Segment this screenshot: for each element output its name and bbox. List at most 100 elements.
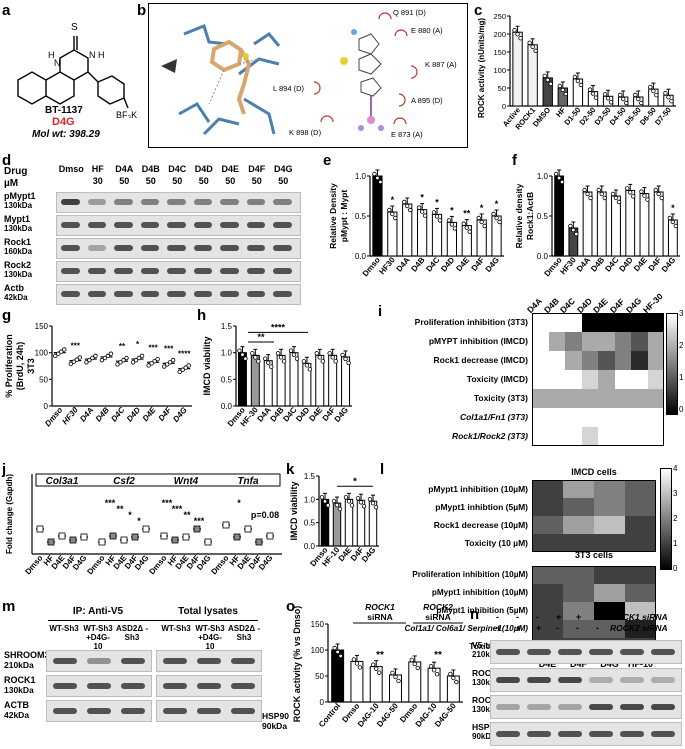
lane-label: HF xyxy=(91,164,104,174)
data-point xyxy=(105,353,111,359)
heat-cell xyxy=(563,498,594,516)
data-point xyxy=(654,92,659,98)
blot-band xyxy=(61,222,80,228)
panel-letter-k: k xyxy=(286,461,295,478)
y-tick-label: 0 xyxy=(502,102,506,111)
lane-conc: 50 xyxy=(145,176,156,186)
data-point xyxy=(553,171,559,177)
lane-conc: 50 xyxy=(225,176,236,186)
blot-strip-lysate xyxy=(156,675,262,697)
data-point xyxy=(446,218,452,223)
blot-band xyxy=(140,268,159,274)
data-point xyxy=(464,225,469,230)
data-point xyxy=(582,187,587,193)
y-tick-label: 0.5 xyxy=(221,375,233,384)
blot-band xyxy=(589,677,613,683)
heat-row-label: pMypt1 inhibition (5µM) xyxy=(436,606,528,615)
data-point xyxy=(291,352,297,357)
residue-l894: L 894 (D) xyxy=(273,84,304,93)
y-tick-label: 100 xyxy=(35,349,49,358)
heat-cell xyxy=(532,370,549,389)
data-point xyxy=(222,521,230,529)
x-tick-label: D4B xyxy=(409,255,426,273)
lane-label: ASD2Δ -Sh3 xyxy=(116,624,148,642)
significance: * xyxy=(450,205,454,215)
chart-rock1-density: 0.00.51.0DmsoHF30D4AD4BD4CD4DD4ED4FD4G*R… xyxy=(514,169,680,278)
data-point xyxy=(108,351,114,356)
data-point xyxy=(164,362,170,367)
data-point xyxy=(574,231,579,237)
heat-cell xyxy=(548,408,565,427)
group-label-1: ROCK1 xyxy=(365,602,395,612)
heat-cell xyxy=(581,408,598,427)
heat-cell xyxy=(647,351,664,370)
data-point xyxy=(431,210,437,215)
residue-k898: K 898 (D) xyxy=(289,128,322,137)
heat-cell xyxy=(581,389,598,408)
significance: * xyxy=(495,199,499,209)
data-point xyxy=(527,40,532,45)
data-point xyxy=(130,360,136,365)
data-point xyxy=(330,355,335,360)
heat-cell xyxy=(563,534,594,552)
blot-band xyxy=(231,658,255,664)
x-tick-label: D4F xyxy=(470,255,487,272)
data-point xyxy=(656,191,661,197)
data-point xyxy=(87,357,92,363)
significance: * xyxy=(137,516,141,526)
heat-cell xyxy=(548,370,565,389)
heat-cell xyxy=(565,370,582,389)
significance: ** xyxy=(183,510,191,520)
x-tick-label: HF30 xyxy=(558,255,578,276)
data-point xyxy=(269,364,274,369)
blot-band xyxy=(193,291,212,297)
significance: *** xyxy=(162,498,173,508)
y-axis-label-2: Rock1:ActB xyxy=(525,192,535,240)
data-point xyxy=(434,671,440,677)
compound-code: D4G xyxy=(52,116,75,128)
heat-col-label: D4G xyxy=(600,659,619,669)
protein-label: ACTB xyxy=(4,700,29,710)
data-point xyxy=(338,653,343,659)
data-point xyxy=(243,356,248,361)
data-point xyxy=(393,215,398,221)
protein-label: Mypt1 xyxy=(4,214,31,224)
blot-band xyxy=(273,245,292,251)
lane-label: Dmso xyxy=(58,164,84,174)
data-point xyxy=(256,359,261,364)
sign-row-1: - xyxy=(536,612,539,622)
protein-label: Rock2 xyxy=(4,260,32,270)
lysate-title: Total lysates xyxy=(178,606,238,617)
heat-cell xyxy=(565,408,582,427)
x-tick-label: D4A xyxy=(395,255,412,273)
heat-cell xyxy=(565,332,582,351)
data-point xyxy=(648,84,653,90)
data-point xyxy=(266,360,271,365)
data-point xyxy=(497,219,502,225)
data-point xyxy=(467,229,472,234)
blot-band xyxy=(87,268,106,274)
blot-band xyxy=(53,708,77,714)
data-point xyxy=(610,191,616,197)
heat-row-label: Toxicity (IMCD) xyxy=(466,374,528,384)
data-point xyxy=(233,533,241,541)
x-tick-label: D4D xyxy=(439,255,456,273)
blot-band xyxy=(114,245,133,251)
heat-cell xyxy=(532,332,549,351)
lane-label: ASD2Δ -Sh3 xyxy=(228,624,260,642)
data-point xyxy=(146,363,151,368)
heat-cell xyxy=(532,498,563,516)
blot-band xyxy=(193,268,212,274)
data-point xyxy=(155,356,160,362)
x-tick-label: D4E xyxy=(632,255,649,273)
blot-band xyxy=(558,677,582,683)
heat-cell xyxy=(548,351,565,370)
y-axis-label: ROCK activity (% vs Dmso) xyxy=(292,606,302,723)
bar xyxy=(625,189,636,257)
data-point xyxy=(349,503,355,508)
data-point xyxy=(240,352,245,357)
heat-scale-bar xyxy=(666,313,678,415)
significance: * xyxy=(136,340,140,349)
blot-strip xyxy=(56,238,301,259)
data-point xyxy=(327,351,332,356)
